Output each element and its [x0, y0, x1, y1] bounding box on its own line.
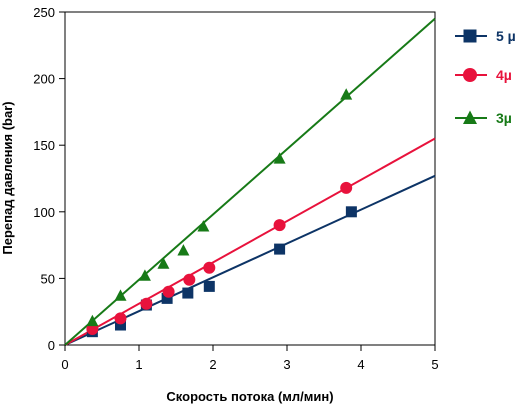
- legend-label: 5 µ: [496, 28, 516, 44]
- fit-line-square: [64, 174, 436, 346]
- y-tick-label: 50: [41, 271, 55, 286]
- data-point-triangle: [157, 257, 170, 269]
- legend: 5 µ 4µ 3µ: [455, 28, 516, 126]
- x-tick-label: 0: [61, 357, 68, 372]
- y-tick-label: 0: [48, 338, 55, 353]
- y-axis-title: Перепад давления (bar): [0, 101, 15, 254]
- y-tick-label: 250: [33, 5, 55, 20]
- data-point-circle: [140, 297, 153, 310]
- data-point-circle: [340, 181, 353, 194]
- y-tick-label: 150: [33, 138, 55, 153]
- data-point-triangle: [197, 220, 210, 232]
- data-point-triangle: [86, 314, 99, 327]
- y-tick-label: 200: [33, 72, 55, 87]
- data-markers: [86, 88, 357, 338]
- data-point-square: [161, 292, 173, 304]
- fit-line-triangle: [64, 17, 436, 346]
- legend-label: 3µ: [496, 110, 512, 126]
- x-tick-label: 5: [431, 357, 438, 372]
- data-point-triangle: [177, 244, 190, 256]
- data-point-square: [115, 319, 126, 331]
- data-point-circle: [162, 285, 175, 298]
- x-axis-ticks: 0 1 2 3 4 5: [61, 345, 439, 372]
- data-point-circle: [114, 312, 127, 325]
- legend-marker-circle: [463, 68, 477, 82]
- legend-label: 4µ: [496, 67, 512, 83]
- x-tick-label: 4: [357, 357, 364, 372]
- x-tick-label: 3: [283, 357, 290, 372]
- data-point-triangle: [114, 289, 127, 301]
- x-axis-title: Скорость потока (мл/мин): [166, 389, 333, 404]
- data-point-square: [182, 287, 194, 299]
- fit-line-circle: [64, 137, 436, 346]
- data-point-triangle: [138, 269, 151, 281]
- data-point-circle: [203, 261, 216, 274]
- data-point-triangle: [340, 88, 353, 100]
- x-tick-label: 2: [209, 357, 216, 372]
- x-tick-label: 1: [135, 357, 142, 372]
- y-tick-label: 100: [33, 205, 55, 220]
- y-axis-ticks: 0 50 100 150 200 250: [33, 5, 65, 353]
- data-point-triangle: [273, 152, 286, 164]
- fit-lines: [64, 17, 436, 346]
- data-point-square: [274, 243, 286, 255]
- legend-marker-square: [463, 29, 477, 43]
- data-point-circle: [183, 273, 196, 286]
- data-point-circle: [273, 219, 286, 232]
- data-point-square: [345, 206, 357, 218]
- legend-marker-triangle: [463, 110, 477, 124]
- data-point-square: [203, 280, 215, 292]
